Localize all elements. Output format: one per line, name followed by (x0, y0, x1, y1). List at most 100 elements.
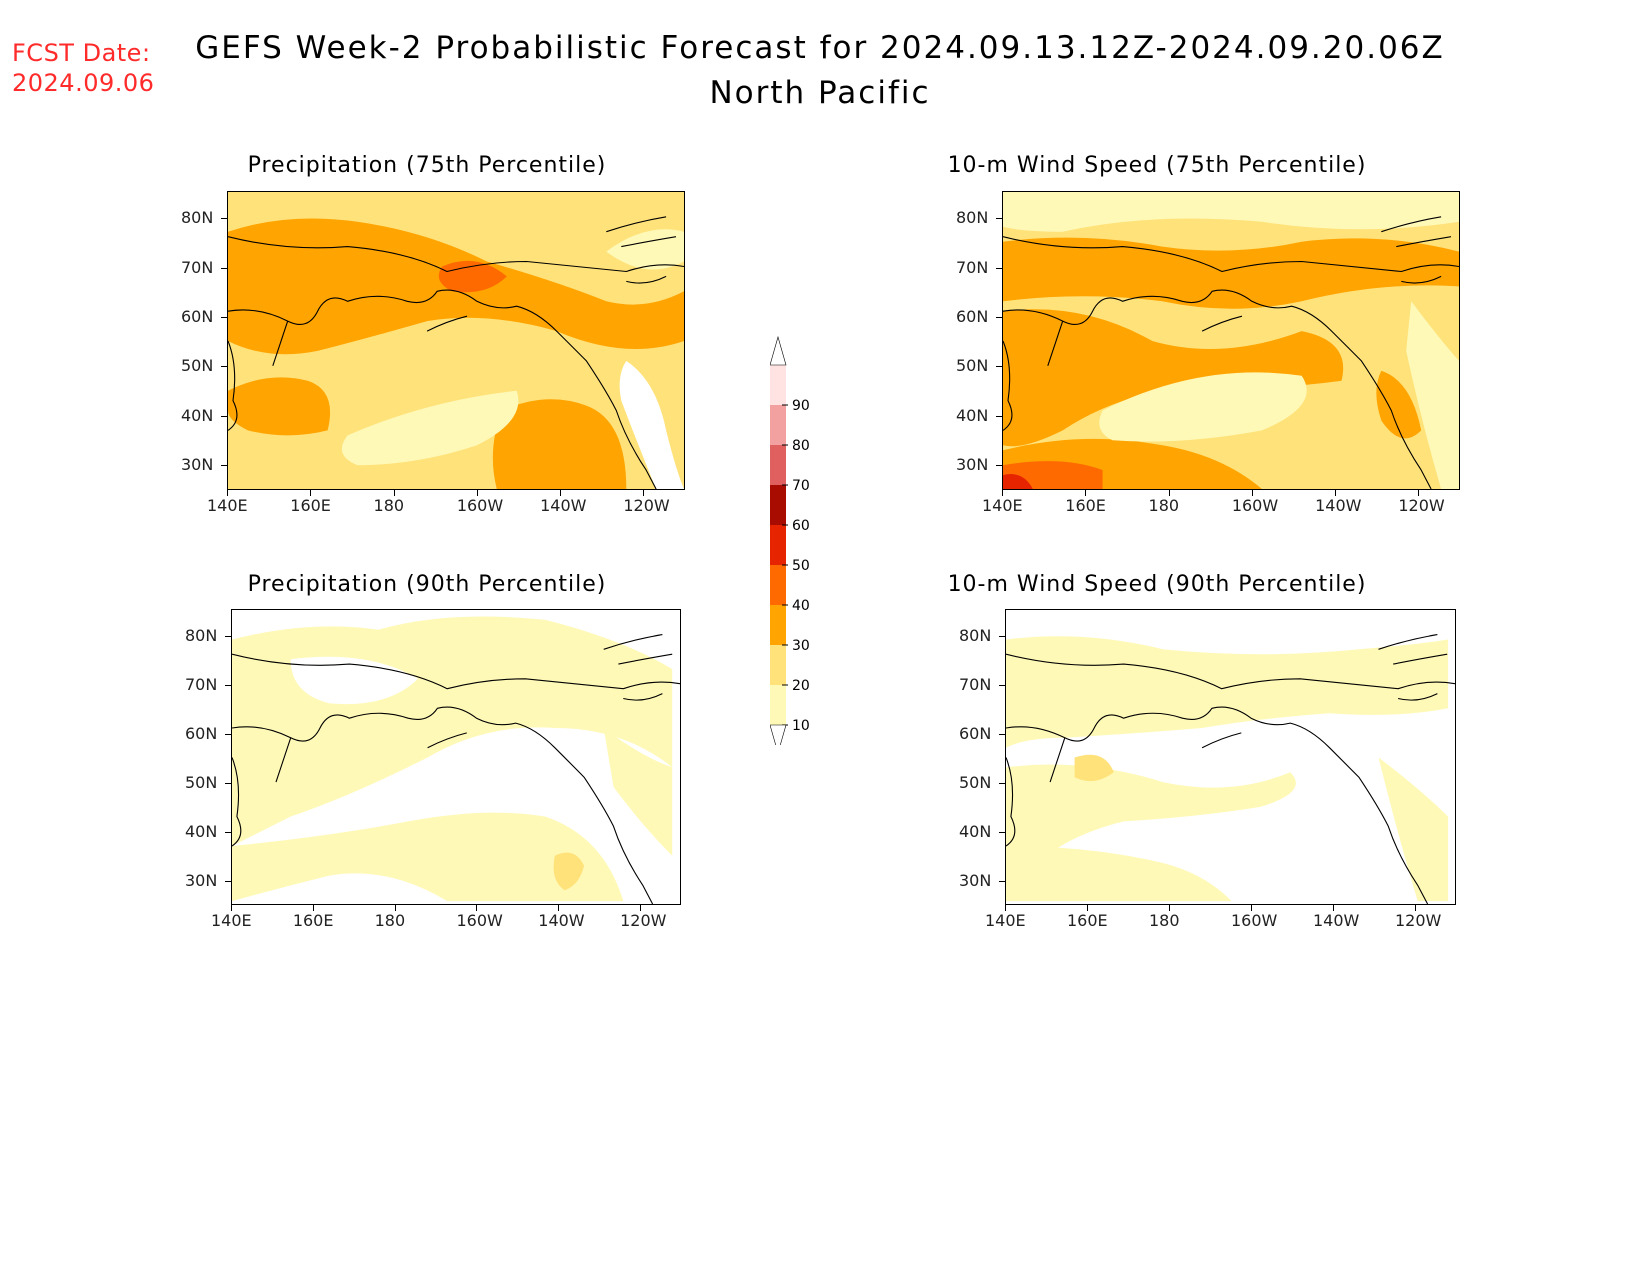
coastline (1006, 653, 1455, 690)
page-subtitle: North Pacific (709, 75, 931, 111)
lon-tick-label: 160W (456, 911, 503, 930)
lon-tick-mark (476, 905, 478, 911)
shading-region (1003, 309, 1344, 447)
lon-tick-mark (1335, 490, 1337, 496)
panel-title-precip90: Precipitation (90th Percentile) (247, 572, 607, 597)
map-precip75-field (228, 192, 684, 489)
shading-region (1376, 370, 1422, 439)
lon-tick-mark (1087, 905, 1088, 911)
shading-region (438, 260, 507, 293)
lat-tick-label: 80N (956, 208, 989, 228)
lon-tick-mark (227, 490, 228, 496)
lat-tick-label: 60N (181, 307, 214, 327)
lat-tick-mark (221, 465, 227, 467)
lat-tick-label: 70N (956, 257, 989, 277)
shading-region (553, 852, 585, 891)
lat-tick-mark (221, 218, 227, 220)
lon-tick-label: 140E (985, 911, 1026, 930)
colorbar-label: 70 (792, 478, 810, 494)
coastline (1378, 634, 1448, 701)
coastline (1003, 340, 1013, 431)
lat-tick-mark (225, 733, 231, 735)
lat-tick-label: 30N (959, 870, 992, 890)
lon-tick-mark (1251, 490, 1253, 496)
lon-tick-label: 140W (538, 911, 585, 930)
shading-region (1378, 757, 1449, 902)
lat-tick-mark (225, 635, 231, 637)
lon-tick-mark (1085, 490, 1087, 496)
lon-tick-label: 140E (211, 911, 252, 930)
lon-tick-label: 140W (540, 496, 587, 515)
lat-tick-label: 50N (185, 772, 218, 792)
coastline (1006, 757, 1016, 847)
lon-tick-mark (231, 905, 232, 911)
map-wind90-field (1006, 610, 1455, 904)
coastline (1006, 706, 1429, 904)
lat-tick-mark (221, 415, 227, 417)
coastline (272, 320, 289, 366)
coastline (603, 634, 673, 701)
lat-tick-mark (996, 267, 1002, 269)
lon-tick-mark (560, 490, 562, 496)
colorbar-label: 30 (792, 638, 810, 654)
lon-tick-mark (312, 905, 314, 911)
lat-tick-mark (225, 684, 231, 686)
shading-region (1099, 372, 1307, 442)
lat-tick-label: 30N (956, 455, 989, 475)
lon-tick-mark (1418, 490, 1420, 496)
coastline (232, 757, 242, 847)
lat-tick-label: 70N (185, 674, 218, 694)
lon-tick-label: 120W (1395, 911, 1442, 930)
lon-tick-label: 160E (290, 496, 331, 515)
panel-title-wind75: 10-m Wind Speed (75th Percentile) (947, 153, 1367, 178)
colorbar-segment (770, 365, 786, 405)
map-wind75 (1002, 191, 1460, 490)
colorbar-segment (770, 525, 786, 565)
shading-region (603, 728, 673, 856)
lon-tick-label: 160W (1231, 911, 1278, 930)
colorbar-segment (770, 485, 786, 525)
lat-tick-label: 80N (181, 208, 214, 228)
coastline (1381, 216, 1452, 284)
colorbar-label: 10 (792, 718, 810, 734)
coastline (228, 236, 684, 273)
shading-region (341, 390, 519, 466)
page-title: GEFS Week-2 Probabilistic Forecast for 2… (195, 30, 1445, 66)
lon-tick-label: 160E (1067, 911, 1108, 930)
lon-tick-label: 120W (623, 496, 670, 515)
lon-tick-mark (1333, 905, 1334, 911)
coastline (427, 732, 467, 749)
shading-region (492, 399, 627, 489)
lat-tick-label: 70N (181, 257, 214, 277)
lat-tick-mark (999, 880, 1005, 882)
colorbar-segment (770, 605, 786, 645)
lon-tick-label: 160E (292, 911, 334, 930)
lat-tick-label: 30N (181, 455, 214, 475)
coastline (1201, 732, 1242, 749)
lat-tick-label: 60N (959, 723, 992, 743)
lon-tick-label: 180 (1149, 911, 1180, 930)
lon-tick-mark (1005, 905, 1006, 911)
lon-tick-mark (1415, 905, 1416, 911)
panel-title-wind90: 10-m Wind Speed (90th Percentile) (947, 572, 1367, 597)
coastline (426, 315, 468, 332)
lon-tick-mark (476, 490, 478, 496)
colorbar-label: 50 (792, 558, 810, 574)
lon-tick-label: 160W (456, 496, 504, 515)
shading-region (1003, 192, 1459, 232)
colorbar-segment (770, 565, 786, 605)
lon-tick-mark (1002, 490, 1003, 496)
lat-tick-mark (225, 831, 231, 833)
colorbar-bottom-cap (770, 724, 787, 745)
shading-region (619, 360, 684, 489)
colorbar-segment (770, 445, 786, 485)
colorbar-segment (770, 405, 786, 445)
shading-region (1003, 474, 1033, 489)
coastline (1049, 737, 1066, 783)
lat-tick-label: 80N (185, 625, 218, 645)
lat-tick-mark (996, 218, 1002, 220)
shading-region (1406, 301, 1459, 489)
lon-tick-mark (1168, 490, 1170, 496)
shading-region (1074, 754, 1114, 782)
panel-title-precip75: Precipitation (75th Percentile) (247, 153, 607, 178)
